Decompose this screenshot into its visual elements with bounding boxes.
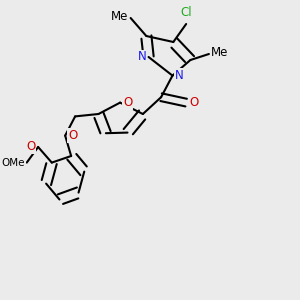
Text: Me: Me — [111, 10, 128, 23]
Text: O: O — [68, 129, 77, 142]
Text: O: O — [26, 140, 35, 154]
Text: O: O — [189, 96, 198, 109]
Text: Me: Me — [211, 46, 229, 59]
Text: Cl: Cl — [180, 6, 192, 19]
Text: N: N — [175, 69, 184, 82]
Text: N: N — [137, 50, 146, 64]
Text: O: O — [123, 96, 132, 109]
Text: OMe: OMe — [2, 158, 25, 168]
